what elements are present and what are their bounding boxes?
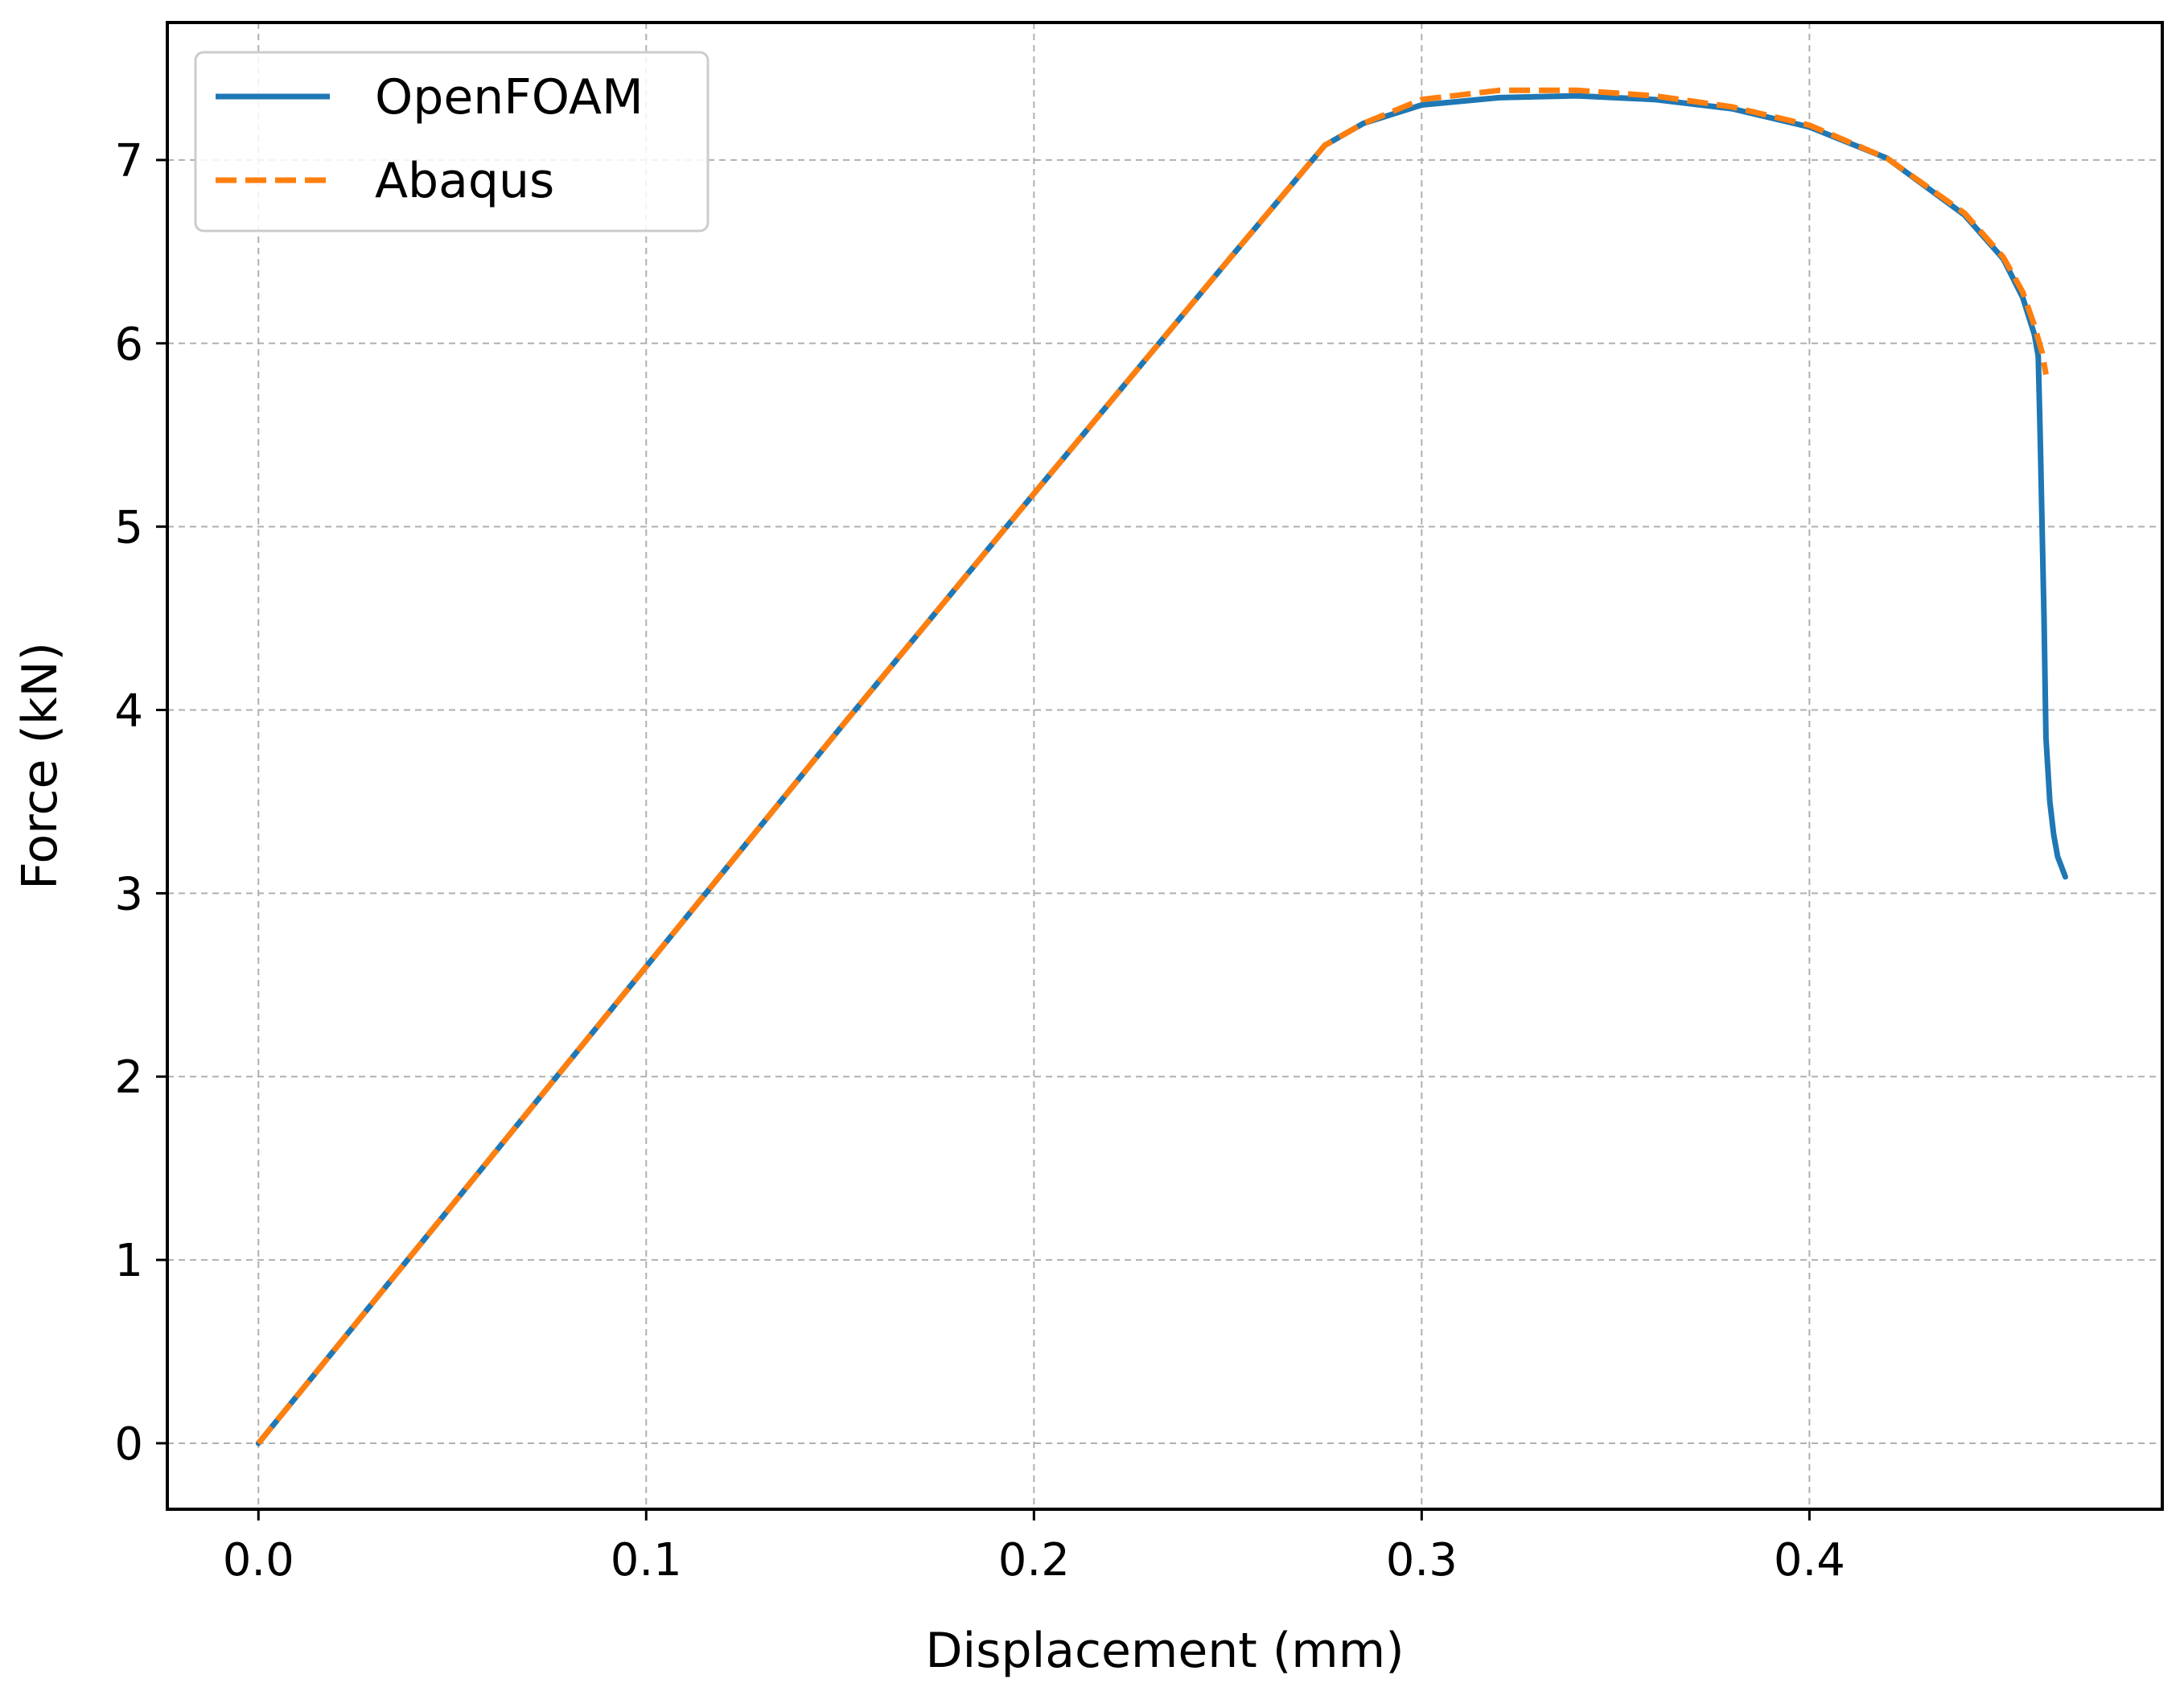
x-tick-label: 0.2 (998, 1534, 1070, 1586)
data-series (255, 87, 2068, 1446)
x-axis-title: Displacement (mm) (925, 1623, 1404, 1679)
y-tick-label: 3 (114, 868, 143, 920)
y-tick-label: 7 (114, 135, 143, 187)
axis-ticks: 0.0 0.1 0.2 0.3 0.4 0 1 2 3 4 5 6 7 (114, 135, 1845, 1586)
legend: OpenFOAM Abaqus (194, 51, 709, 232)
y-tick-label: 4 (114, 685, 143, 738)
x-tick-label: 0.1 (611, 1534, 682, 1586)
x-tick-label: 0.4 (1774, 1534, 1845, 1586)
legend-label-openfoam: OpenFOAM (375, 69, 644, 126)
y-tick-label: 5 (114, 502, 143, 554)
y-tick-label: 0 (114, 1418, 143, 1471)
plot-area-frame (166, 21, 2164, 1511)
y-tick-label: 1 (114, 1235, 143, 1287)
series-line-abaqus (256, 87, 2049, 1446)
y-tick-label: 6 (114, 319, 143, 371)
y-tick-label: 2 (114, 1051, 143, 1104)
legend-label-abaqus: Abaqus (375, 153, 554, 209)
y-axis-title: Force (kN) (12, 642, 68, 890)
x-tick-label: 0.0 (223, 1534, 294, 1586)
x-tick-label: 0.3 (1386, 1534, 1458, 1586)
